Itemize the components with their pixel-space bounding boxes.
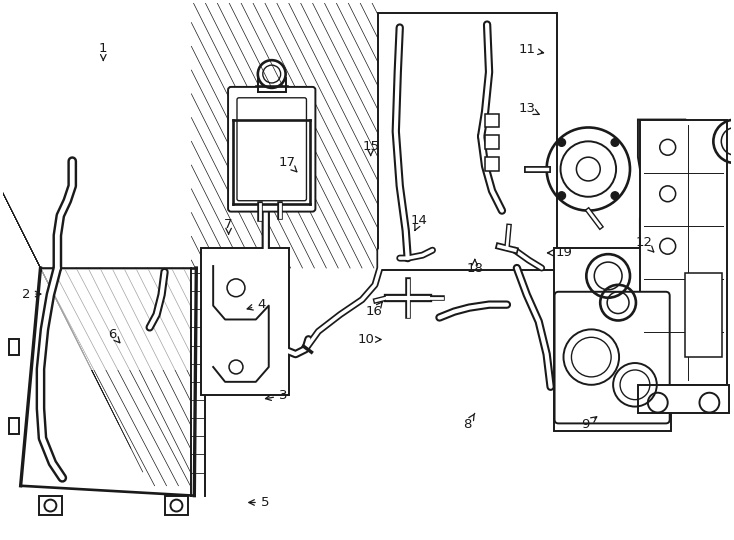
Polygon shape <box>9 418 18 434</box>
FancyBboxPatch shape <box>228 87 316 212</box>
Circle shape <box>558 192 566 200</box>
Bar <box>638 385 730 413</box>
Bar <box>201 248 288 395</box>
Text: 19: 19 <box>548 246 572 259</box>
Polygon shape <box>638 119 700 273</box>
Text: 16: 16 <box>366 302 382 318</box>
Bar <box>485 157 499 171</box>
Text: 2: 2 <box>22 288 41 301</box>
Text: 4: 4 <box>247 298 266 311</box>
Polygon shape <box>9 339 18 355</box>
Text: 7: 7 <box>225 218 233 234</box>
FancyBboxPatch shape <box>555 292 669 423</box>
Bar <box>38 496 62 516</box>
Text: 14: 14 <box>411 214 428 231</box>
Text: 3: 3 <box>266 389 288 402</box>
Text: 17: 17 <box>278 156 297 172</box>
Bar <box>640 119 727 385</box>
FancyBboxPatch shape <box>237 98 307 201</box>
Text: 9: 9 <box>581 417 597 431</box>
Bar <box>164 496 189 516</box>
Text: 13: 13 <box>519 102 539 115</box>
Text: 12: 12 <box>636 235 654 252</box>
Circle shape <box>558 138 566 146</box>
Text: 5: 5 <box>249 496 269 509</box>
Text: 8: 8 <box>463 413 475 431</box>
Text: 1: 1 <box>99 42 108 60</box>
Text: 6: 6 <box>108 328 120 343</box>
Text: 15: 15 <box>362 139 379 156</box>
Bar <box>553 248 671 431</box>
Text: 11: 11 <box>519 43 544 56</box>
Circle shape <box>611 192 619 200</box>
Bar <box>378 12 556 270</box>
Circle shape <box>611 138 619 146</box>
Bar <box>485 113 499 127</box>
Bar <box>685 273 722 357</box>
Polygon shape <box>43 269 190 370</box>
Text: 18: 18 <box>466 259 483 275</box>
Text: 10: 10 <box>357 333 381 346</box>
Bar <box>485 136 499 149</box>
